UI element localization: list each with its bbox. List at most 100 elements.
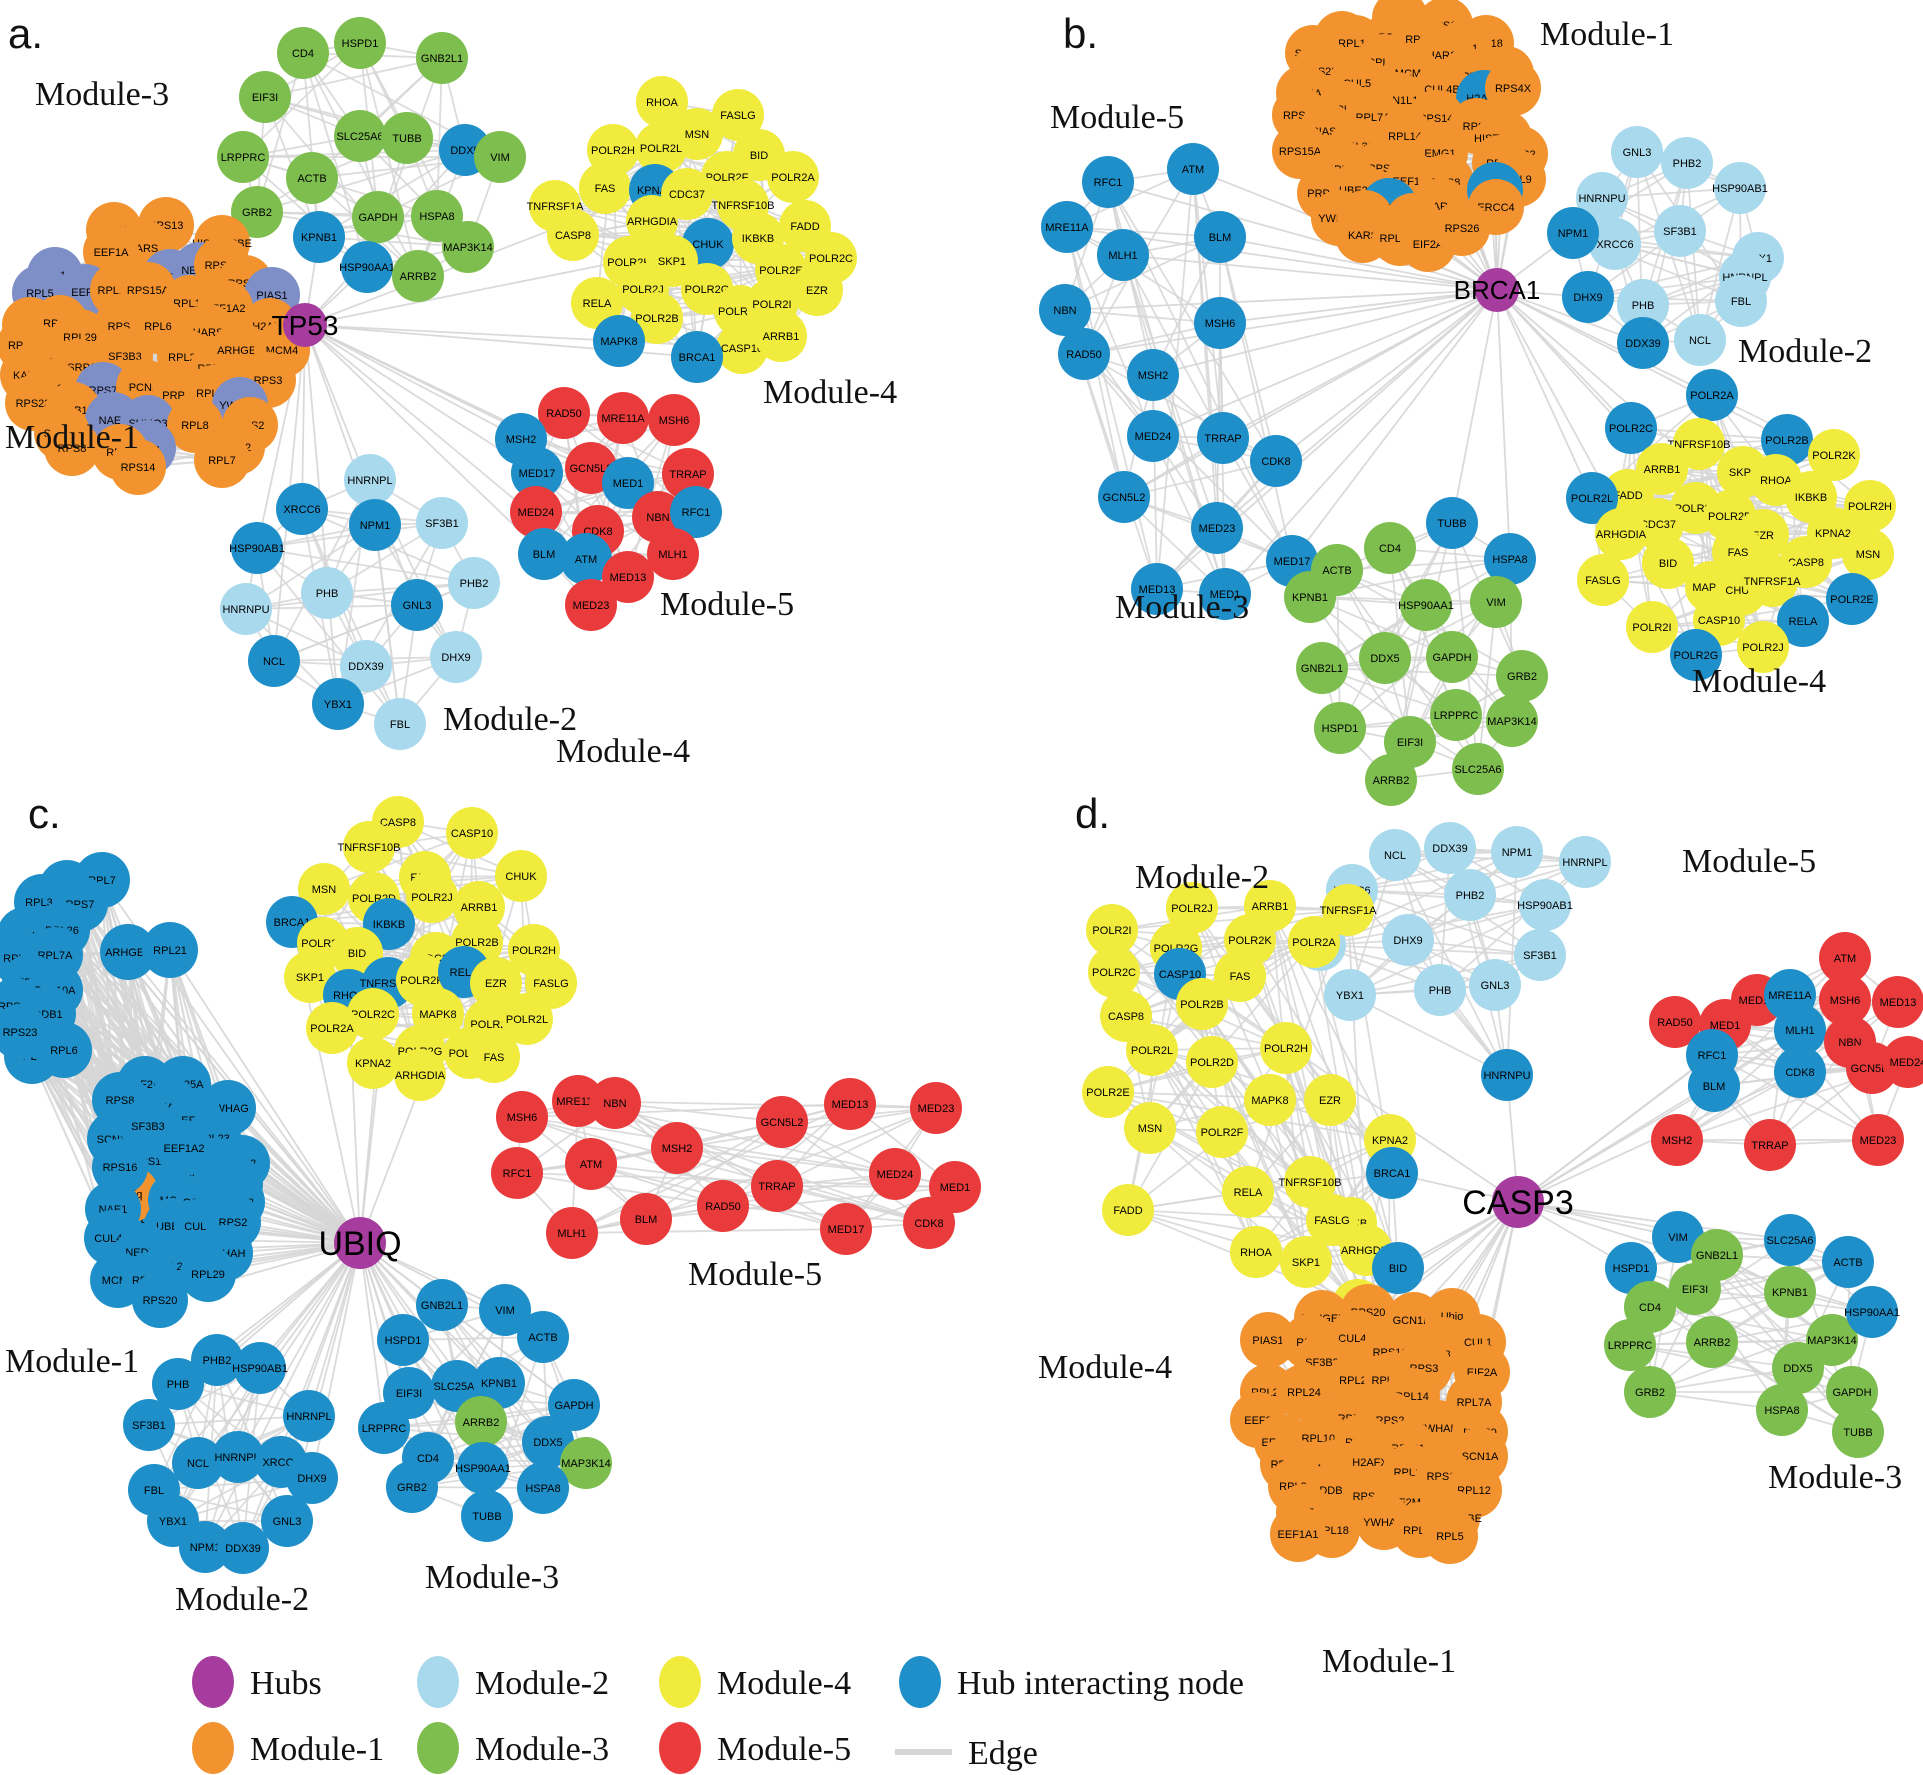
node-POLR2J: POLR2J [406, 871, 458, 923]
legend-label-module-1: Module-1 [250, 1731, 384, 1768]
node-RPS4X: RPS4X [1485, 60, 1541, 116]
node-GAPDH: GAPDH [352, 191, 404, 243]
node-circle-DDX5 [522, 1416, 574, 1468]
node-label-DDX39: DDX39 [1432, 843, 1467, 855]
node-label-HNRNPU: HNRNPU [214, 1452, 261, 1464]
node-label-POLR2L: POLR2L [1571, 493, 1613, 505]
node-circle-FAS [579, 162, 631, 214]
node-label-MED1: MED1 [613, 478, 644, 490]
node-circle-DHX9 [286, 1452, 338, 1504]
hub-CASP3: CASP3 [1462, 1176, 1574, 1228]
hub-edge [1122, 254, 1498, 291]
node-circle-BLM [518, 528, 570, 580]
node-circle-MSH6 [1194, 297, 1246, 349]
node-POLR2L: POLR2L [501, 993, 553, 1045]
node-label-RPS3: RPS3 [254, 375, 283, 387]
node-label-MED23: MED23 [1860, 1135, 1897, 1147]
node-GNL3: GNL3 [1469, 959, 1521, 1011]
hub-edge [359, 1242, 549, 1443]
panel-d: NCLDDX39NPM1HNRNPLXRCC6PHB2HSP90AB1FBLDH… [1038, 790, 1923, 1680]
node-CASP8: CASP8 [547, 209, 599, 261]
node-label-SF3B3: SF3B3 [131, 1121, 165, 1133]
node-label-MED24: MED24 [877, 1169, 914, 1181]
node-label-GAPDH: GAPDH [554, 1400, 593, 1412]
node-circle-SF3B1 [1654, 205, 1706, 257]
node-MSH2: MSH2 [1651, 1114, 1703, 1166]
node-label-POLR2B: POLR2B [455, 937, 498, 949]
node-FADD: FADD [1102, 1184, 1154, 1236]
module-label-d: Module-5 [1682, 843, 1816, 880]
legend-label-hubs: Hubs [250, 1665, 322, 1702]
node-circle-POLR2A [767, 151, 819, 203]
node-label-SF3B1: SF3B1 [425, 518, 459, 530]
edge [1066, 226, 1158, 590]
node-GRB2: GRB2 [1496, 650, 1548, 702]
node-circle-MED24 [1127, 410, 1179, 462]
node-label-POLR2I: POLR2I [470, 1019, 509, 1031]
node-circle-DHX9 [1562, 271, 1614, 323]
node-label-MED23: MED23 [918, 1103, 955, 1115]
node-label-FASLG: FASLG [1585, 575, 1620, 587]
module-label-a: Module-4 [763, 374, 897, 411]
node-GNB2L1: GNB2L1 [416, 32, 468, 84]
node-label-NBN: NBN [646, 512, 669, 524]
node-PHB: PHB [301, 567, 353, 619]
node-HSP90AB1: HSP90AB1 [1712, 162, 1768, 214]
node-HSP90AB1: HSP90AB1 [1517, 879, 1573, 931]
node-PHB2: PHB2 [191, 1334, 243, 1386]
node-circle-POLR2K [1808, 429, 1860, 481]
node-circle-SF3B1 [123, 1399, 175, 1451]
node-MSN: MSN [1124, 1102, 1176, 1154]
node-circle-POLR2B [631, 292, 683, 344]
node-label-BLM: BLM [533, 549, 556, 561]
node-HSPD1: HSPD1 [377, 1314, 429, 1366]
node-label-FASLG: FASLG [1314, 1215, 1349, 1227]
node-GCN5L2: GCN5L2 [1098, 471, 1150, 523]
node-label-ARRB2: ARRB2 [1694, 1337, 1731, 1349]
node-label-RAD50: RAD50 [546, 408, 581, 420]
node-BLM: BLM [1194, 211, 1246, 263]
node-ARRB2: ARRB2 [1686, 1316, 1738, 1368]
edge [1219, 236, 1277, 462]
node-circle-GCN5L2 [1098, 471, 1150, 523]
node-ATM: ATM [1167, 143, 1219, 195]
node-label-BRCA1: BRCA1 [1374, 1168, 1411, 1180]
hub-circle-UBIQ [334, 1217, 386, 1269]
node-LRPPRC: LRPPRC [1430, 689, 1482, 741]
node-label-SF3B1: SF3B1 [1523, 950, 1557, 962]
node-DHX9: DHX9 [1382, 914, 1434, 966]
node-label-HSPD1: HSPD1 [1322, 723, 1359, 735]
node-label-MAPK8: MAPK8 [600, 336, 637, 348]
node-RPL29: RPL29 [180, 1246, 236, 1302]
node-label-EZR: EZR [806, 285, 828, 297]
edge [302, 52, 419, 277]
node-circle-MED23 [1191, 502, 1243, 554]
node-label-GNB2L1: GNB2L1 [1301, 663, 1343, 675]
node-label-POLR2B: POLR2B [1765, 435, 1808, 447]
node-label-MSN: MSN [685, 129, 710, 141]
hub-edge [1451, 289, 1498, 524]
node-label-POLR2J: POLR2J [1742, 642, 1784, 654]
node-label-MSH2: MSH2 [662, 1143, 693, 1155]
node-ATM: ATM [560, 533, 612, 585]
node-BRCA1: BRCA1 [671, 331, 723, 383]
node-RELA: RELA [1222, 1166, 1274, 1218]
node-label-RHOA: RHOA [646, 97, 678, 109]
node-EZR: EZR [791, 264, 843, 316]
node-KPNA2: KPNA2 [347, 1037, 399, 1089]
hub-edge [1083, 289, 1498, 355]
node-HNRNPL: HNRNPL [1559, 836, 1611, 888]
node-TRRAP: TRRAP [751, 1160, 803, 1212]
node-FAS: FAS [579, 162, 631, 214]
node-circle-XRCC6 [1589, 218, 1641, 270]
node-label-MED24: MED24 [1890, 1057, 1923, 1069]
module-label-d: Module-2 [1135, 859, 1269, 896]
edge [323, 832, 473, 890]
node-MED23: MED23 [910, 1082, 962, 1134]
node-POLR2B: POLR2B [631, 292, 683, 344]
node-circle-LRPPRC [358, 1402, 410, 1454]
node-circle-MRE11A [597, 392, 649, 444]
edge [1152, 435, 1226, 595]
module-label-c: Module-3 [425, 1559, 559, 1596]
node-ARRB2: ARRB2 [455, 1396, 507, 1448]
